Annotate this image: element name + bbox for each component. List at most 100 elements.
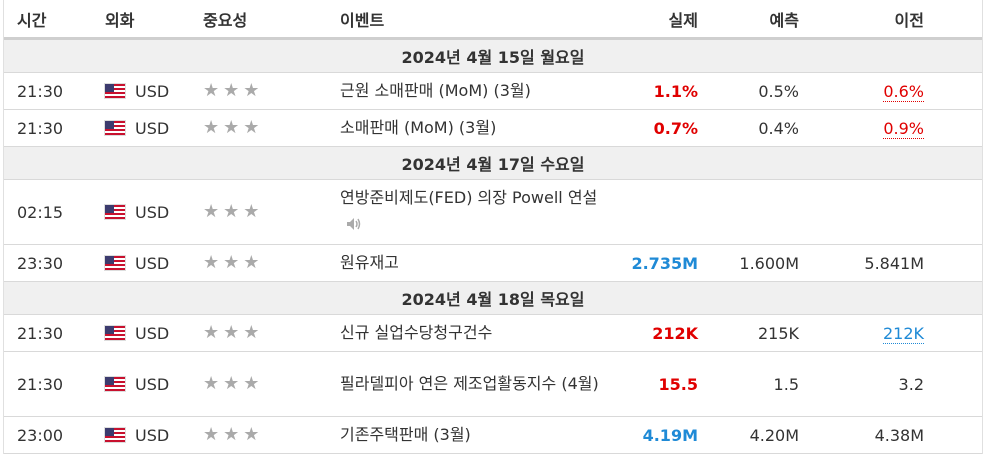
event-forecast: 4.20M — [698, 416, 799, 454]
event-actual: 4.19M — [610, 416, 698, 454]
col-time-header: 시간 — [4, 0, 105, 40]
event-previous: 4.38M — [799, 416, 982, 454]
importance-stars: ★ ★ ★ — [203, 324, 340, 342]
event-currency: USD — [135, 202, 170, 222]
event-previous[interactable]: 0.6% — [883, 81, 924, 102]
star-icon: ★ — [203, 117, 220, 138]
event-row[interactable]: 23:30 USD ★ ★ ★ 원유재고 2.735M 1.600M 5.841M — [4, 244, 982, 282]
col-currency-header: 외화 — [105, 0, 203, 40]
star-icon: ★ — [243, 373, 260, 394]
event-row[interactable]: 21:30 USD ★ ★ ★ 필라델피아 연은 제조업활동지수 (4월) 15.5… — [4, 351, 982, 417]
event-currency: USD — [135, 118, 170, 138]
event-name[interactable]: 원유재고 — [340, 244, 610, 282]
event-name[interactable]: 연방준비제도(FED) 의장 Powell 연설 — [340, 187, 598, 207]
star-icon: ★ — [243, 117, 260, 138]
star-icon: ★ — [223, 201, 240, 222]
col-actual-header: 실제 — [610, 0, 698, 40]
star-icon: ★ — [243, 322, 260, 343]
event-time: 21:30 — [4, 72, 105, 110]
date-row: 2024년 4월 17일 수요일 — [4, 146, 982, 180]
event-currency: USD — [135, 323, 170, 343]
date-label: 2024년 4월 18일 목요일 — [4, 281, 982, 315]
event-name[interactable]: 기존주택판매 (3월) — [340, 416, 610, 454]
event-name[interactable]: 필라델피아 연은 제조업활동지수 (4월) — [340, 351, 610, 417]
date-label: 2024년 4월 15일 월요일 — [4, 38, 982, 73]
us-flag-icon — [105, 84, 125, 98]
event-row[interactable]: 21:30 USD ★ ★ ★ 신규 실업수당청구건수 212K 215K 212K — [4, 314, 982, 352]
star-icon: ★ — [223, 117, 240, 138]
header-row: 시간 외화 중요성 이벤트 실제 예측 이전 — [4, 0, 982, 40]
col-previous-header: 이전 — [799, 0, 982, 40]
event-previous: 3.2 — [799, 351, 982, 417]
star-icon: ★ — [223, 252, 240, 273]
event-time: 21:30 — [4, 351, 105, 417]
us-flag-icon — [105, 121, 125, 135]
us-flag-icon — [105, 428, 125, 442]
event-previous[interactable]: 0.9% — [883, 118, 924, 139]
us-flag-icon — [105, 205, 125, 219]
economic-calendar: 시간 외화 중요성 이벤트 실제 예측 이전 2024년 4월 15일 월요일 … — [3, 0, 983, 454]
col-event-header: 이벤트 — [340, 0, 610, 40]
us-flag-icon — [105, 377, 125, 391]
star-icon: ★ — [203, 424, 220, 445]
event-actual: 212K — [610, 314, 698, 352]
star-icon: ★ — [223, 80, 240, 101]
event-row[interactable]: 21:30 USD ★ ★ ★ 근원 소매판매 (MoM) (3월) 1.1% 0.… — [4, 72, 982, 110]
us-flag-icon — [105, 326, 125, 340]
importance-stars: ★ ★ ★ — [203, 375, 340, 393]
star-icon: ★ — [243, 424, 260, 445]
event-time: 21:30 — [4, 109, 105, 147]
event-currency: USD — [135, 253, 170, 273]
star-icon: ★ — [203, 80, 220, 101]
event-forecast: 1.600M — [698, 244, 799, 282]
event-time: 02:15 — [4, 179, 105, 245]
event-actual: 1.1% — [610, 72, 698, 110]
event-forecast: 0.5% — [698, 72, 799, 110]
star-icon: ★ — [223, 373, 240, 394]
event-forecast: 1.5 — [698, 351, 799, 417]
event-name[interactable]: 소매판매 (MoM) (3월) — [340, 109, 610, 147]
event-name[interactable]: 근원 소매판매 (MoM) (3월) — [340, 72, 610, 110]
event-forecast: 0.4% — [698, 109, 799, 147]
event-row[interactable]: 21:30 USD ★ ★ ★ 소매판매 (MoM) (3월) 0.7% 0.4% … — [4, 109, 982, 147]
event-actual: 15.5 — [610, 351, 698, 417]
star-icon: ★ — [203, 373, 220, 394]
star-icon: ★ — [223, 424, 240, 445]
event-previous[interactable]: 212K — [882, 323, 924, 344]
star-icon: ★ — [203, 201, 220, 222]
col-importance-header: 중요성 — [203, 0, 340, 40]
date-row: 2024년 4월 15일 월요일 — [4, 38, 982, 73]
importance-stars: ★ ★ ★ — [203, 82, 340, 100]
speaker-icon[interactable] — [346, 212, 362, 240]
event-time: 21:30 — [4, 314, 105, 352]
event-forecast: 215K — [698, 314, 799, 352]
star-icon: ★ — [203, 252, 220, 273]
importance-stars: ★ ★ ★ — [203, 254, 340, 272]
event-currency: USD — [135, 81, 170, 101]
event-time: 23:30 — [4, 244, 105, 282]
event-actual: 0.7% — [610, 109, 698, 147]
importance-stars: ★ ★ ★ — [203, 426, 340, 444]
star-icon: ★ — [203, 322, 220, 343]
date-label: 2024년 4월 17일 수요일 — [4, 146, 982, 180]
event-name[interactable]: 신규 실업수당청구건수 — [340, 314, 610, 352]
event-previous: 5.841M — [799, 244, 982, 282]
calendar-table: 시간 외화 중요성 이벤트 실제 예측 이전 2024년 4월 15일 월요일 … — [4, 0, 982, 454]
importance-stars: ★ ★ ★ — [203, 203, 340, 221]
star-icon: ★ — [243, 252, 260, 273]
star-icon: ★ — [243, 201, 260, 222]
event-row[interactable]: 02:15 USD ★ ★ ★ 연방준비제도(FED) 의장 Powell 연설 — [4, 179, 982, 245]
star-icon: ★ — [223, 322, 240, 343]
col-forecast-header: 예측 — [698, 0, 799, 40]
us-flag-icon — [105, 256, 125, 270]
importance-stars: ★ ★ ★ — [203, 119, 340, 137]
event-forecast — [698, 179, 799, 245]
event-row[interactable]: 23:00 USD ★ ★ ★ 기존주택판매 (3월) 4.19M 4.20M 4.… — [4, 416, 982, 454]
event-currency: USD — [135, 374, 170, 394]
event-actual: 2.735M — [610, 244, 698, 282]
star-icon: ★ — [243, 80, 260, 101]
event-time: 23:00 — [4, 416, 105, 454]
event-previous — [799, 179, 982, 245]
event-currency: USD — [135, 425, 170, 445]
event-actual — [610, 179, 698, 245]
